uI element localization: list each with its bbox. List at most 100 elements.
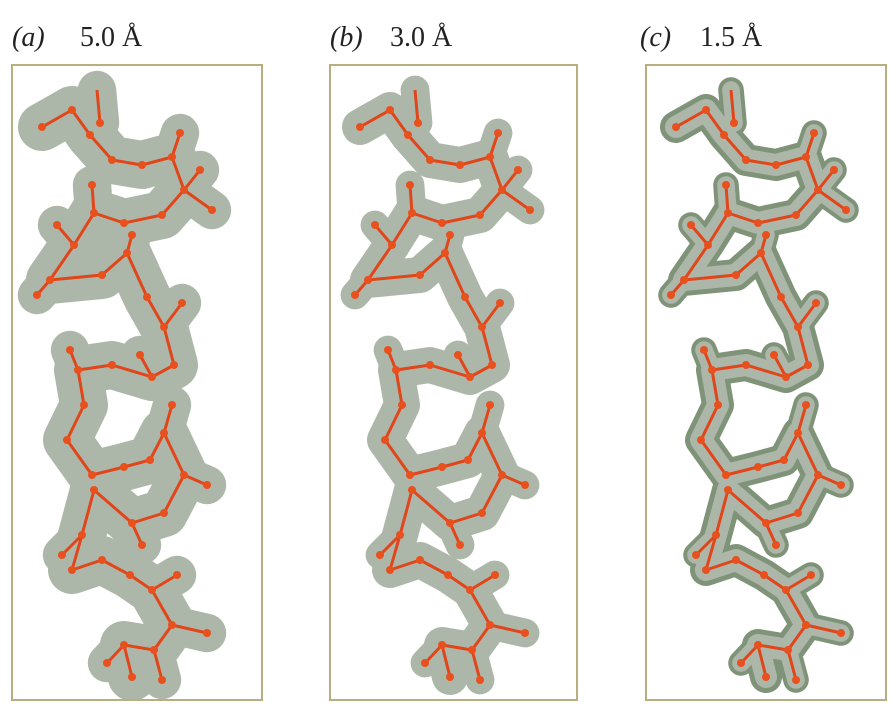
atom <box>406 181 414 189</box>
atom <box>792 676 800 684</box>
atom <box>782 373 790 381</box>
atom <box>376 551 384 559</box>
atom <box>754 219 762 227</box>
panel-resolution: 1.5 Å <box>700 22 763 53</box>
atom <box>514 166 522 174</box>
atom <box>757 249 765 257</box>
atom <box>356 123 364 131</box>
atom <box>772 161 780 169</box>
atom <box>494 129 502 137</box>
atom <box>464 456 472 464</box>
atom <box>396 531 404 539</box>
atom <box>86 131 94 139</box>
atom <box>754 641 762 649</box>
atom <box>794 429 802 437</box>
atom <box>760 571 768 579</box>
atom <box>521 481 529 489</box>
panel-b-header: (b) 3.0 Å <box>330 22 453 53</box>
panel-label: (b) <box>330 22 363 53</box>
atom <box>158 676 166 684</box>
atom <box>96 119 104 127</box>
atom <box>398 401 406 409</box>
density-map <box>351 90 534 684</box>
atom <box>364 276 372 284</box>
density-map <box>667 90 850 684</box>
atom <box>526 206 534 214</box>
atom <box>486 621 494 629</box>
atom <box>392 366 400 374</box>
atom <box>421 659 429 667</box>
atom <box>478 509 486 517</box>
density-panel <box>330 65 577 700</box>
atom <box>438 641 446 649</box>
atom <box>88 471 96 479</box>
atom <box>792 211 800 219</box>
atom <box>136 351 144 359</box>
side-chain <box>726 185 728 213</box>
atom <box>802 401 810 409</box>
atom <box>98 556 106 564</box>
atom <box>837 481 845 489</box>
atom <box>384 346 392 354</box>
atom <box>486 401 494 409</box>
atom <box>498 186 506 194</box>
atom <box>90 209 98 217</box>
atom <box>148 586 156 594</box>
atom <box>702 106 710 114</box>
atom <box>80 401 88 409</box>
atom <box>724 486 732 494</box>
atom <box>444 571 452 579</box>
atom <box>150 646 158 654</box>
atom <box>208 206 216 214</box>
atom <box>700 346 708 354</box>
atom <box>794 509 802 517</box>
atom <box>123 249 131 257</box>
atom <box>488 361 496 369</box>
atom <box>160 429 168 437</box>
atom <box>730 119 738 127</box>
atom <box>66 346 74 354</box>
atom <box>120 463 128 471</box>
side-chain <box>92 185 94 213</box>
atom <box>196 166 204 174</box>
atom <box>33 291 41 299</box>
atom <box>784 646 792 654</box>
atom <box>807 571 815 579</box>
atom <box>404 131 412 139</box>
atom <box>176 129 184 137</box>
atom <box>138 161 146 169</box>
atom <box>802 153 810 161</box>
atom <box>456 161 464 169</box>
atom <box>381 436 389 444</box>
atom <box>371 221 379 229</box>
atom <box>722 471 730 479</box>
atom <box>438 463 446 471</box>
atom <box>486 153 494 161</box>
atom <box>416 556 424 564</box>
atom <box>680 276 688 284</box>
atom <box>74 366 82 374</box>
atom <box>498 471 506 479</box>
atom <box>128 519 136 527</box>
atom <box>476 211 484 219</box>
atom <box>90 486 98 494</box>
atom <box>491 571 499 579</box>
atom <box>408 486 416 494</box>
atom <box>446 673 454 681</box>
atom <box>762 673 770 681</box>
atom <box>103 659 111 667</box>
atom <box>446 231 454 239</box>
atom <box>742 361 750 369</box>
atom <box>386 106 394 114</box>
atom <box>38 123 46 131</box>
atom <box>802 621 810 629</box>
atom <box>521 629 529 637</box>
atom <box>762 519 770 527</box>
atom <box>837 629 845 637</box>
atom <box>438 219 446 227</box>
atom <box>168 401 176 409</box>
atom <box>454 351 462 359</box>
atom <box>496 299 504 307</box>
atom <box>148 373 156 381</box>
atom <box>461 293 469 301</box>
